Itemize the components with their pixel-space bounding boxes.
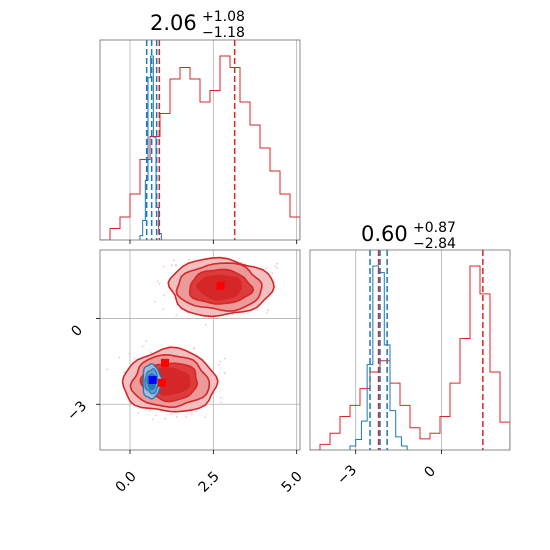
sample-point [274, 265, 277, 268]
sample-point [155, 414, 157, 417]
sample-point [128, 352, 131, 355]
sample-point [220, 401, 223, 404]
sample-point [141, 345, 144, 348]
sample-point [170, 264, 173, 267]
sample-point [136, 411, 139, 414]
sample-point [238, 257, 241, 260]
contour-ytick-label-1: 0 [68, 322, 86, 340]
marker-blue-3 [148, 376, 157, 384]
sample-point [164, 417, 167, 420]
sample-point [223, 372, 226, 375]
contour-xtick-label-1: 2.5 [196, 469, 223, 496]
sample-point [267, 309, 270, 312]
hist-panel-param-1: 2.06 +1.08 −1.18 [99, 9, 301, 244]
marker-red-0 [216, 281, 225, 290]
sample-point [118, 356, 121, 359]
sample-point [232, 317, 235, 320]
hist1-series-blue [139, 55, 162, 240]
sample-point [170, 413, 173, 416]
sample-point [276, 262, 278, 265]
sample-point [190, 413, 193, 416]
hist2-frame [309, 249, 511, 451]
sample-point [154, 300, 157, 303]
contour-xtick-label-0: 0.0 [113, 469, 140, 496]
hist2-title-median: 0.60 [361, 222, 408, 246]
hist1-title-upper: +1.08 [202, 9, 245, 25]
sample-point [156, 280, 159, 283]
sample-point [162, 265, 165, 268]
hist2-bars [310, 250, 510, 450]
hist2-title-lower: −2.84 [413, 236, 456, 252]
hist1-title-median: 2.06 [150, 11, 197, 35]
sample-point [204, 416, 207, 419]
sample-point [151, 418, 154, 421]
contour-xtick-label-2: 5.0 [279, 469, 306, 496]
sample-point [271, 272, 273, 275]
sample-point [217, 363, 220, 366]
contour-content [106, 248, 279, 421]
sample-point [195, 410, 198, 413]
sample-point [276, 267, 279, 269]
contour-ticks [96, 318, 298, 454]
sample-point [265, 267, 268, 270]
hist2-ticks [355, 450, 442, 454]
sample-point [223, 357, 226, 360]
hist1-title-lower: −1.18 [202, 25, 245, 41]
sample-point [175, 416, 178, 418]
hist1-bars [100, 40, 300, 240]
contour-ytick-label-0: −3 [64, 398, 90, 424]
hist2-xtick-label-1: 0 [421, 463, 439, 481]
sample-point [219, 360, 222, 363]
sample-point [175, 314, 178, 317]
sample-point [220, 248, 222, 250]
hist1-grid [129, 40, 298, 240]
hist1-ticks [129, 240, 298, 244]
hist1-series-red [100, 55, 300, 240]
marker-red-1 [161, 358, 169, 367]
sample-point [162, 308, 165, 311]
contour-frame [99, 249, 301, 451]
sample-point [265, 312, 268, 314]
hist2-grid [355, 250, 442, 450]
sample-point [184, 415, 187, 418]
sample-point [150, 351, 153, 354]
sample-point [173, 259, 176, 262]
sample-point [219, 396, 222, 399]
sample-point [205, 324, 207, 326]
contour-panel: 0.0 2.5 5.0 −3 0 [64, 248, 306, 496]
hist2-xtick-label-0: −3 [334, 462, 360, 488]
sample-point [133, 357, 136, 360]
sample-point [158, 282, 161, 285]
hist2-title-upper: +0.87 [413, 220, 456, 236]
sample-point [193, 347, 195, 350]
sample-point [145, 340, 148, 343]
hist1-frame [99, 39, 301, 241]
marker-red-2 [157, 378, 166, 387]
hist2-series-red [310, 265, 510, 450]
sample-point [174, 264, 177, 266]
sample-point [163, 294, 166, 297]
sample-point [106, 368, 109, 371]
sample-point [188, 258, 190, 261]
hist-panel-param-2: −3 0 0.60 +0.87 −2.84 [309, 220, 511, 488]
sample-point [149, 409, 151, 412]
sample-point [247, 312, 249, 315]
